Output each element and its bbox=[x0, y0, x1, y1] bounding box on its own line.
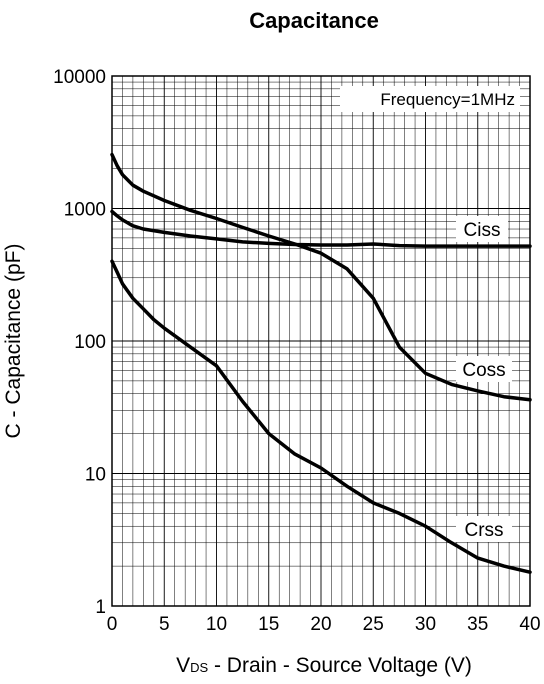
x-tick-labels: 0 5 10 15 20 25 30 35 40 bbox=[107, 614, 541, 635]
series-line-coss bbox=[110, 209, 532, 248]
crss-label-box bbox=[456, 516, 512, 542]
series-line-ciss bbox=[110, 152, 532, 402]
chart-title: Capacitance bbox=[249, 8, 379, 33]
ciss-label: Ciss bbox=[464, 220, 501, 241]
x-axis-label-subscript: DS bbox=[190, 660, 208, 675]
x-tick-label: 0 bbox=[107, 614, 118, 635]
frequency-annotation: Frequency=1MHz bbox=[380, 90, 515, 109]
series-lines bbox=[110, 152, 532, 574]
y-axis-label: C - Capacitance (pF) bbox=[2, 244, 25, 439]
x-tick-label: 10 bbox=[206, 614, 227, 635]
crss-label: Crss bbox=[464, 520, 503, 541]
coss-label-box bbox=[456, 356, 512, 382]
series-line-crss bbox=[110, 259, 532, 574]
x-tick-label: 40 bbox=[519, 614, 540, 635]
x-axis-label: VDS - Drain - Source Voltage (V) bbox=[176, 654, 472, 677]
x-tick-label: 30 bbox=[415, 614, 436, 635]
x-tick-label: 5 bbox=[159, 614, 170, 635]
x-tick-label: 35 bbox=[467, 614, 488, 635]
x-tick-label: 20 bbox=[310, 614, 331, 635]
y-tick-label: 10000 bbox=[53, 67, 106, 88]
plot-frame bbox=[111, 75, 531, 607]
x-tick-label: 25 bbox=[363, 614, 384, 635]
y-tick-labels: 1 10 100 1000 10000 bbox=[53, 67, 106, 618]
y-tick-label: 1000 bbox=[64, 200, 106, 221]
x-tick-label: 15 bbox=[258, 614, 279, 635]
y-tick-label: 10 bbox=[85, 465, 106, 486]
coss-label: Coss bbox=[462, 360, 505, 381]
y-tick-label: 100 bbox=[74, 332, 106, 353]
y-tick-label: 1 bbox=[95, 597, 106, 618]
x-axis-label-prefix: V bbox=[176, 654, 190, 677]
annotation-box bbox=[340, 86, 520, 112]
ciss-label-box bbox=[456, 216, 508, 242]
x-axis-label-rest: - Drain - Source Voltage (V) bbox=[208, 654, 472, 677]
